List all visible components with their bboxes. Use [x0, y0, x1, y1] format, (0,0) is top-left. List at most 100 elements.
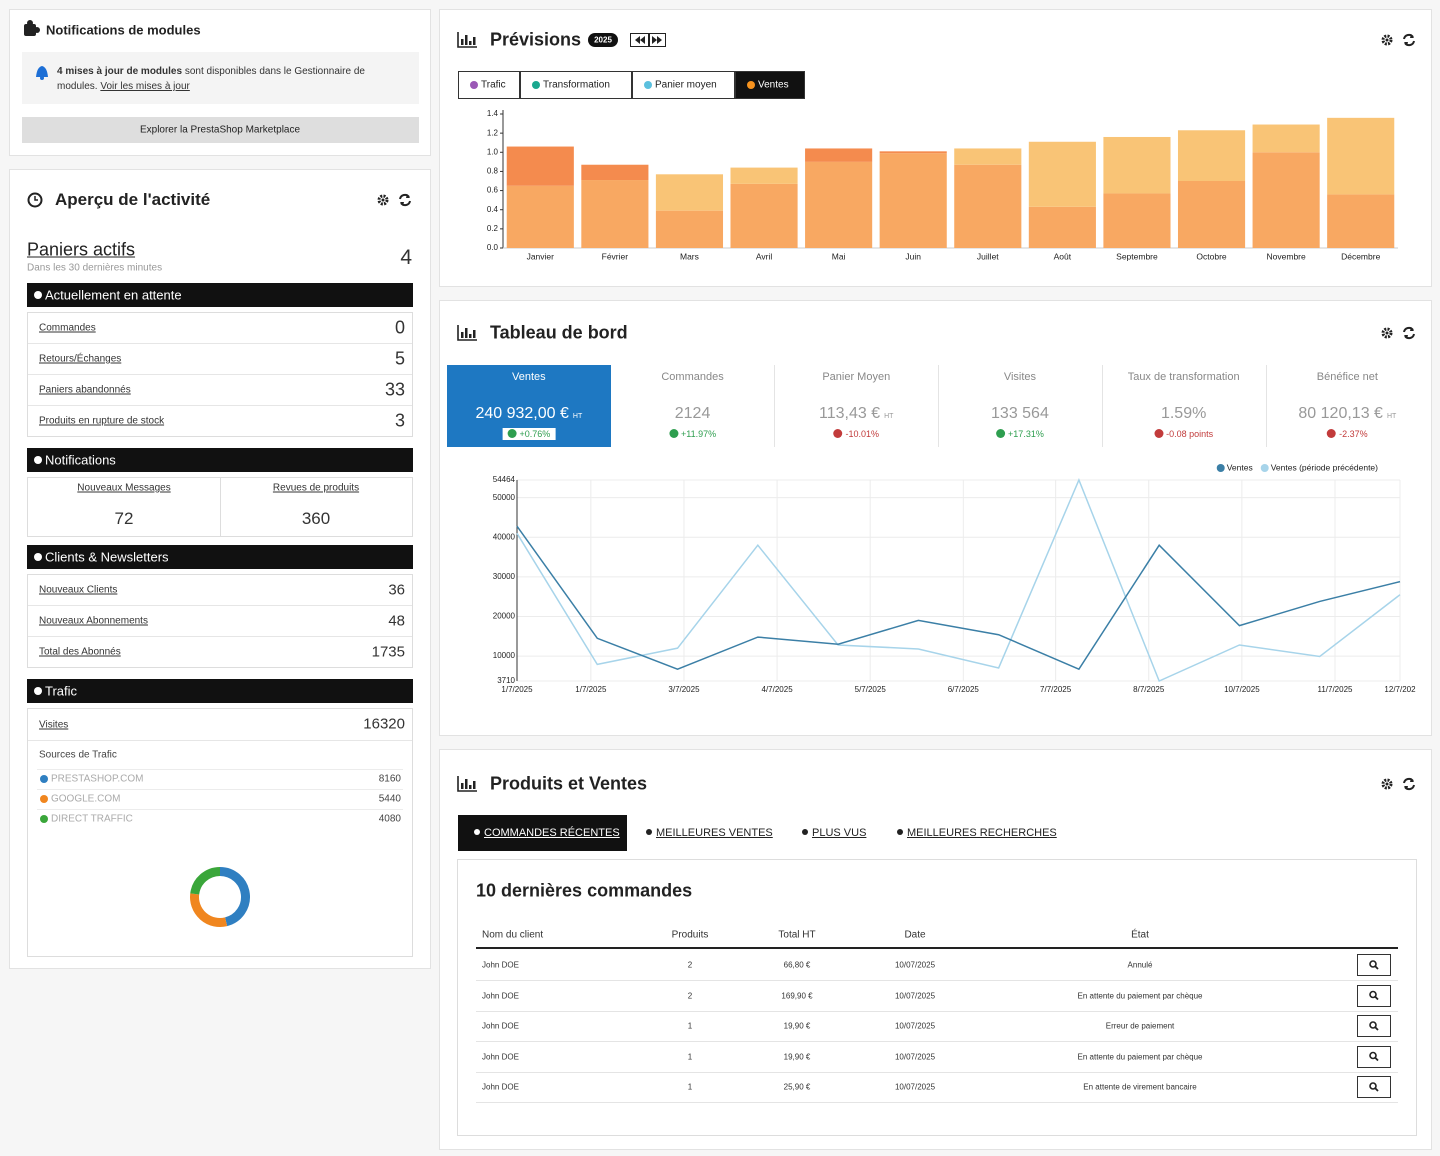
table-header: Nom du client [482, 929, 544, 941]
gear-icon [377, 194, 389, 206]
tab[interactable] [458, 71, 520, 99]
trend-icon [833, 429, 843, 438]
view-button[interactable] [1357, 954, 1391, 976]
row-divider [28, 343, 412, 344]
search-icon [1374, 965, 1379, 970]
kpi-change-value: +0.76% [519, 429, 551, 439]
kpi-change-value: -0.08 points [1166, 429, 1214, 439]
chart-icon [461, 783, 464, 789]
tab-label[interactable]: MEILLEURES RECHERCHES [907, 827, 1057, 839]
row-label[interactable]: Nouveaux Clients [39, 584, 118, 596]
tab-label[interactable]: MEILLEURES VENTES [656, 827, 773, 839]
table-cell: 2 [687, 991, 693, 1000]
row-label[interactable]: Retours/Échanges [39, 353, 122, 365]
chart-icon [465, 35, 468, 45]
table-cell: John DOE [482, 1082, 519, 1092]
row-label[interactable]: Paniers abandonnés [39, 384, 131, 396]
tab-icon [646, 829, 652, 835]
kpi-label: Taux de transformation [1127, 371, 1240, 383]
notif-label[interactable]: Revues de produits [272, 482, 360, 494]
gear-icon [1381, 778, 1393, 790]
x-tick-label: 5/7/2025 [855, 685, 887, 694]
table-cell: 10/07/2025 [894, 1082, 936, 1092]
panel-title: Prévisions [490, 29, 582, 50]
row-value: 1735 [371, 643, 405, 661]
x-tick-label: 6/7/2025 [948, 685, 980, 694]
kpi-value: 80 120,13 € [1298, 405, 1383, 422]
row-label[interactable]: Total des Abonnés [39, 646, 121, 658]
tab[interactable] [735, 71, 805, 99]
chart-icon [461, 39, 464, 45]
view-button[interactable] [1357, 1015, 1391, 1037]
y-tick-label: 10000 [493, 651, 516, 660]
refresh-icon [1404, 327, 1414, 339]
tab-active[interactable] [458, 815, 627, 851]
chart-icon [469, 41, 472, 45]
tab[interactable] [520, 71, 632, 99]
search-icon [1369, 990, 1377, 999]
tab-dot [747, 81, 755, 89]
alert-link[interactable]: Voir les mises à jour [100, 81, 190, 92]
search-icon [1374, 1087, 1379, 1092]
table-cell: 19,90 € [783, 1052, 811, 1061]
list [27, 477, 413, 537]
active-carts-value: 4 [400, 246, 412, 269]
tab-label[interactable]: Transformation [543, 79, 610, 91]
kpi-value: 240 932,00 € HT [475, 405, 582, 423]
row-label[interactable]: Commandes [39, 322, 96, 334]
view-button[interactable] [1357, 984, 1391, 1007]
x-tick-label: 10/7/2025 [1224, 685, 1260, 694]
clock-icon [27, 192, 43, 208]
table-cell: 2 [687, 960, 693, 970]
tab-label[interactable]: COMMANDES RÉCENTES [484, 827, 620, 839]
bar [805, 161, 873, 248]
refresh-icon [400, 194, 410, 206]
tab-label[interactable]: Ventes [758, 79, 789, 91]
kpi-value: 1.59% [1161, 405, 1206, 423]
row-divider [28, 740, 412, 741]
puzzle-icon [24, 24, 36, 36]
x-tick-label: 8/7/2025 [1133, 685, 1165, 694]
bar [1028, 141, 1096, 207]
kpi-change-value: +17.31% [1008, 429, 1044, 439]
list [27, 708, 413, 957]
cell-divider [220, 478, 221, 536]
tile-divider [1101, 365, 1103, 447]
kpi-value: 133 564 [991, 405, 1049, 422]
table-header: Produits [671, 929, 709, 941]
table-cell: 169,90 € [781, 991, 813, 1000]
row-divider [28, 636, 412, 637]
tab-label[interactable]: PLUS VUS [812, 827, 867, 839]
source-label: GOOGLE.COM [51, 793, 121, 805]
y-tick-label: 0.6 [487, 186, 499, 195]
row-label[interactable]: Nouveaux Abonnements [39, 615, 148, 627]
source-label: PRESTASHOP.COM [51, 773, 144, 785]
row-label[interactable]: Produits en rupture de stock [39, 415, 165, 427]
year-badge [588, 33, 618, 47]
view-button[interactable] [1357, 1045, 1391, 1068]
kpi-change-value: -2.37% [1339, 429, 1368, 439]
gear-icon [1385, 38, 1389, 42]
kpi-label: Commandes [661, 371, 724, 383]
view-button[interactable] [1357, 1076, 1391, 1098]
tab-label[interactable]: Panier moyen [655, 79, 717, 91]
row-label[interactable]: Visites [39, 719, 69, 731]
button[interactable] [22, 117, 419, 143]
active-carts-label[interactable]: Paniers actifs [27, 239, 136, 260]
gear-icon [1381, 327, 1393, 339]
trend-icon [668, 429, 678, 438]
notif-label[interactable]: Nouveaux Messages [77, 482, 171, 494]
panel-title: Tableau de bord [490, 322, 628, 343]
kpi-value: 80 120,13 € HT [1298, 405, 1396, 423]
tab-label[interactable]: Trafic [481, 79, 506, 91]
x-tick-label: 3/7/2025 [668, 685, 700, 694]
chart-icon [465, 779, 468, 789]
bell-icon [36, 66, 48, 77]
line-series [516, 525, 1401, 671]
trend-icon [1327, 429, 1337, 438]
bar [954, 148, 1022, 165]
button-label[interactable]: Explorer la PrestaShop Marketplace [139, 124, 301, 136]
sources-title: Sources de Trafic [39, 749, 117, 761]
x-tick-label: Avril [756, 251, 772, 261]
